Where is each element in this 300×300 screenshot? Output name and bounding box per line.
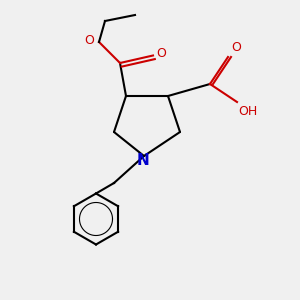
Text: N: N xyxy=(136,153,149,168)
Text: O: O xyxy=(85,34,94,47)
Text: OH: OH xyxy=(238,105,258,118)
Text: O: O xyxy=(231,41,241,54)
Text: O: O xyxy=(157,47,166,61)
